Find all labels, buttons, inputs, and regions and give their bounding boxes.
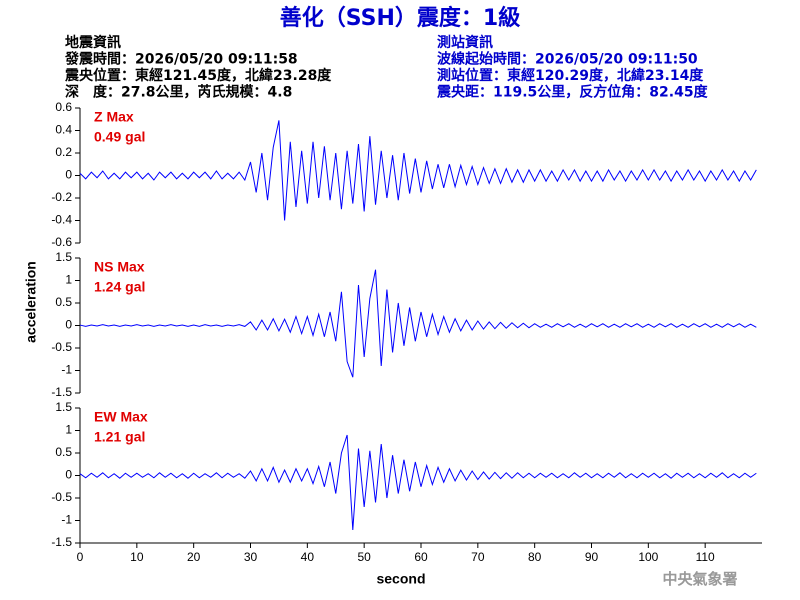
x-tick-label: 60 bbox=[414, 550, 428, 564]
x-tick-label: 0 bbox=[77, 550, 84, 564]
y-tick-label: 0.2 bbox=[55, 145, 72, 159]
x-tick-label: 10 bbox=[130, 550, 144, 564]
y-tick-label: -1.5 bbox=[51, 385, 72, 399]
waveform bbox=[79, 120, 757, 221]
info-line: 地震資訊 bbox=[65, 34, 121, 51]
series-annotation: 0.49 gal bbox=[94, 129, 145, 145]
info-line: 震央距：119.5公里，反方位角：82.45度 bbox=[436, 84, 709, 101]
info-line: 波線起始時間：2026/05/20 09:11:50 bbox=[437, 51, 698, 68]
y-tick-label: 0 bbox=[65, 468, 72, 482]
waveform bbox=[79, 434, 757, 530]
y-tick-label: -1 bbox=[61, 513, 72, 527]
x-tick-label: 40 bbox=[301, 550, 315, 564]
series-name: EW Max bbox=[94, 409, 148, 425]
y-tick-label: 1.5 bbox=[55, 250, 72, 264]
series-annotation: 1.24 gal bbox=[94, 279, 145, 295]
x-tick-label: 50 bbox=[357, 550, 371, 564]
info-line: 深 度：27.8公里，芮氏規模：4.8 bbox=[65, 84, 292, 101]
x-tick-label: 70 bbox=[471, 550, 485, 564]
y-tick-label: 1 bbox=[65, 423, 72, 437]
info-line: 測站資訊 bbox=[437, 34, 493, 51]
y-tick-label: -0.4 bbox=[51, 213, 72, 227]
y-tick-label: 0.6 bbox=[55, 100, 72, 114]
y-tick-label: 0.5 bbox=[55, 445, 72, 459]
series-name: NS Max bbox=[94, 259, 145, 275]
y-tick-label: -0.5 bbox=[51, 490, 72, 504]
x-tick-label: 90 bbox=[585, 550, 599, 564]
x-tick-label: 80 bbox=[528, 550, 542, 564]
info-line: 震央位置：東經121.45度，北緯23.28度 bbox=[64, 67, 332, 84]
y-tick-label: 0.5 bbox=[55, 295, 72, 309]
y-tick-label: 1 bbox=[65, 273, 72, 287]
x-tick-label: 100 bbox=[638, 550, 658, 564]
y-axis-label: acceleration bbox=[23, 261, 39, 343]
x-axis-label: second bbox=[376, 571, 425, 587]
y-tick-label: 0 bbox=[65, 318, 72, 332]
y-tick-label: 1.5 bbox=[55, 400, 72, 414]
chart-title: 善化（SSH）震度：1級 bbox=[280, 5, 520, 31]
y-tick-label: 0 bbox=[65, 168, 72, 182]
y-tick-label: -1 bbox=[61, 363, 72, 377]
info-line: 測站位置：東經120.29度，北緯23.14度 bbox=[437, 67, 704, 84]
y-tick-label: -0.5 bbox=[51, 340, 72, 354]
y-tick-label: -0.6 bbox=[51, 235, 72, 249]
y-tick-label: 0.4 bbox=[55, 123, 72, 137]
x-tick-label: 20 bbox=[187, 550, 201, 564]
x-tick-label: 30 bbox=[244, 550, 258, 564]
y-tick-label: -1.5 bbox=[51, 535, 72, 549]
y-tick-label: -0.2 bbox=[51, 190, 72, 204]
x-tick-label: 110 bbox=[696, 550, 715, 564]
series-name: Z Max bbox=[94, 109, 134, 125]
footer: 中央氣象署 bbox=[662, 570, 737, 588]
series-annotation: 1.21 gal bbox=[94, 429, 145, 445]
info-line: 發震時間：2026/05/20 09:11:58 bbox=[64, 51, 298, 68]
waveform bbox=[79, 269, 757, 378]
